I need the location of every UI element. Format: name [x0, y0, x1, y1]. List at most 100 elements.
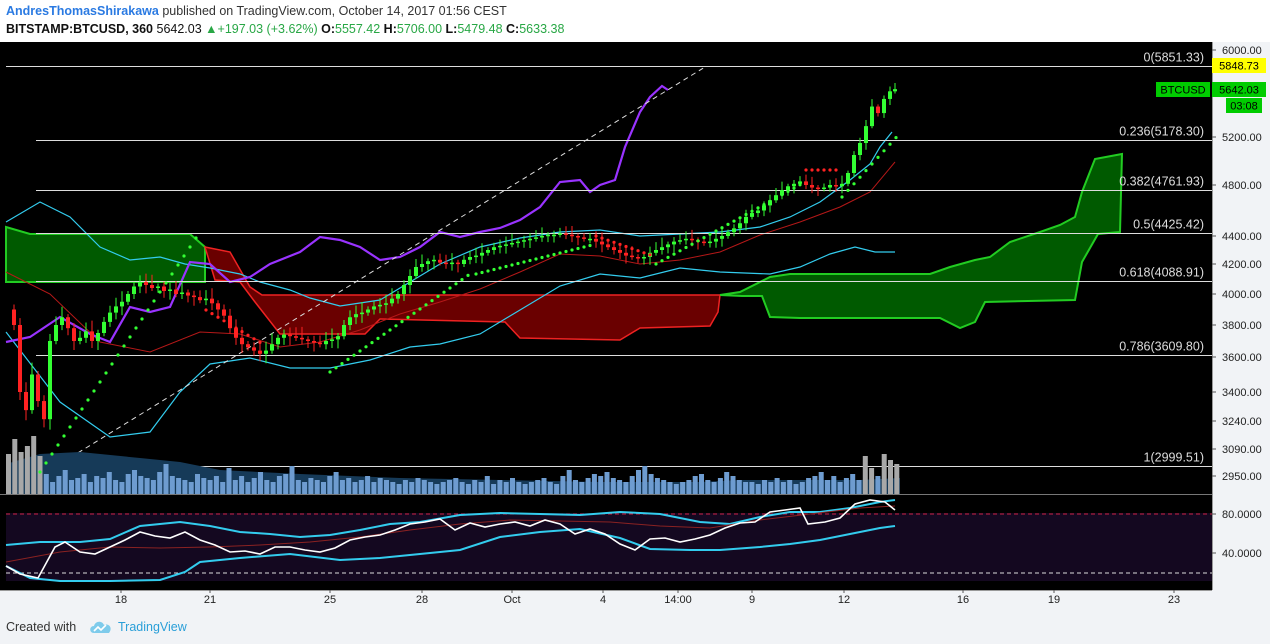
volume-bar	[50, 482, 56, 494]
volume-bar	[440, 482, 446, 494]
candle-body	[120, 301, 124, 307]
fib-label: 0.5(4425.42)	[1133, 218, 1204, 232]
sar-dot	[116, 353, 120, 357]
candle-body	[336, 336, 340, 340]
volume-bar	[132, 470, 137, 494]
x-tick-label: 14:00	[664, 594, 692, 604]
candle-body	[666, 244, 670, 248]
sar-dot	[672, 252, 676, 256]
price-axis[interactable]	[1212, 42, 1270, 590]
candle-body	[264, 350, 268, 354]
time-tag	[1226, 98, 1262, 113]
candle-body	[474, 255, 478, 258]
candle-body	[492, 247, 496, 250]
sar-dot	[364, 345, 368, 349]
sar-dot	[146, 308, 150, 312]
sar-dot	[870, 162, 874, 166]
candle-body	[378, 304, 382, 307]
volume-bar	[825, 480, 830, 494]
volume-bar	[31, 436, 37, 494]
sar-dot	[594, 234, 598, 238]
time-axis[interactable]	[0, 590, 1212, 604]
candle-body	[228, 315, 232, 329]
volume-bar	[258, 472, 263, 494]
volume-bar	[314, 480, 320, 494]
candle-body	[54, 325, 58, 341]
sar-dot	[258, 340, 262, 344]
volume-bar	[888, 460, 893, 494]
sar-dot	[882, 149, 886, 153]
volume-bar	[384, 480, 389, 494]
sar-dot	[660, 259, 664, 263]
candle-body	[810, 185, 814, 188]
volume-bar	[875, 476, 881, 494]
candle-body	[150, 285, 154, 288]
volume-bar	[717, 478, 723, 494]
created-with: Created with	[6, 620, 77, 634]
volume-bar	[768, 482, 774, 494]
volume-bar	[850, 474, 856, 494]
y-tick-label: 4200.00	[1222, 259, 1262, 271]
candle-body	[732, 228, 736, 233]
sar-dot	[234, 326, 238, 330]
candle-body	[258, 350, 262, 354]
candle-body	[654, 250, 658, 253]
rsi-band-lower	[5, 525, 896, 582]
candle-body	[132, 286, 136, 294]
volume-bar	[642, 466, 648, 494]
sar-dot	[334, 366, 338, 370]
volume-bar	[245, 482, 251, 494]
volume-bar	[547, 482, 553, 494]
sar-dot	[340, 362, 344, 366]
y-tick-label: 3240.00	[1222, 416, 1262, 428]
sar-dot	[140, 317, 144, 321]
lagging-span	[5, 84, 669, 344]
x-tick-label: 19	[1048, 594, 1060, 604]
volume-bar	[6, 454, 11, 494]
candle-body	[24, 392, 28, 411]
sar-dot	[104, 371, 108, 375]
candle-body	[246, 344, 250, 348]
volume-bar	[125, 474, 131, 494]
sar-dot	[412, 311, 416, 315]
volume-bar	[24, 446, 30, 494]
y-tick-label: 4400.00	[1222, 231, 1262, 243]
x-tick-label: 28	[416, 594, 428, 604]
sar-dot	[454, 282, 458, 286]
sar-dot	[376, 336, 380, 340]
sar-dot	[636, 249, 640, 253]
candle-body	[624, 252, 628, 256]
price-change: +197.03 (+3.62%)	[217, 22, 318, 36]
volume-bar	[352, 482, 358, 494]
tradingview-link[interactable]: TradingView	[118, 620, 187, 634]
volume-bar	[308, 478, 314, 494]
sar-dot	[630, 247, 634, 251]
candle-body	[60, 317, 64, 325]
symbol-label[interactable]: BITSTAMP:BTCUSD, 360	[6, 22, 154, 36]
volume-bar	[654, 478, 660, 494]
sar-dot	[624, 244, 628, 249]
volume-bar	[541, 478, 547, 494]
sar-dot	[86, 398, 90, 402]
candle-body	[318, 342, 322, 345]
sar-dot	[642, 251, 646, 255]
candle-body	[348, 317, 352, 325]
tradingview-cloud-icon[interactable]	[88, 618, 114, 636]
x-tick-label: 21	[204, 594, 216, 604]
candle-body	[546, 234, 550, 237]
y-ticks: 6000.00 5200.00 4800.00 4400.00 4200.00 4000.…	[1212, 45, 1262, 483]
candle-body	[180, 292, 184, 294]
candle-body	[480, 252, 484, 256]
candle-body	[738, 223, 742, 229]
sar-dot	[696, 239, 700, 243]
candle-body	[282, 334, 286, 338]
sar-dot	[810, 168, 814, 172]
author-link[interactable]: AndresThomasShirakawa	[6, 4, 159, 18]
volume-bar	[12, 439, 18, 494]
price-chart[interactable]: 0(5851.33) 0.236(5178.30) 0.382(4761.93) 0.…	[0, 42, 1270, 604]
candle-body	[888, 91, 892, 99]
sar-dot	[852, 182, 856, 186]
candle-body	[600, 241, 604, 245]
volume-bar	[617, 480, 623, 494]
volume-bar	[623, 482, 629, 494]
